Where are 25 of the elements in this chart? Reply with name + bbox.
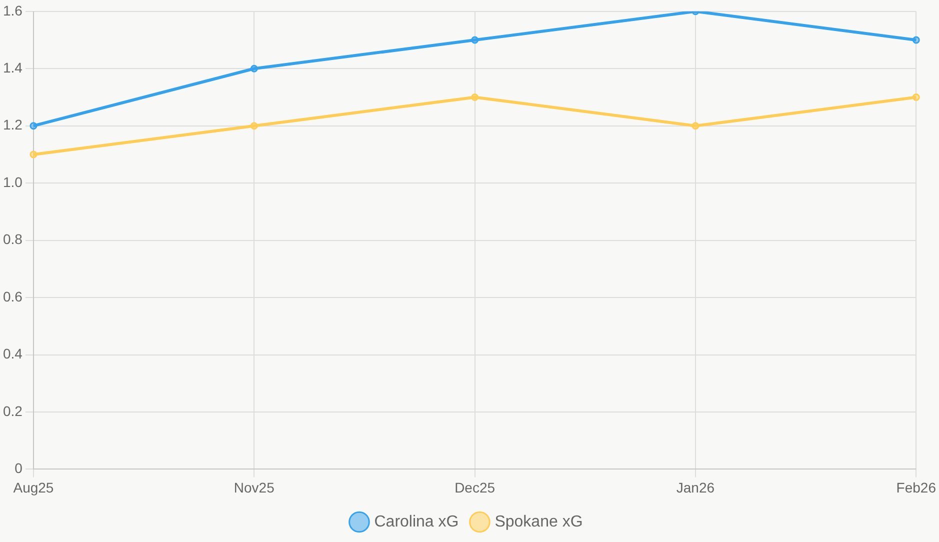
point [692, 122, 700, 130]
y-tick-label: 1.4 [2, 59, 23, 76]
point [250, 122, 258, 130]
y-tick-label: 0 [14, 460, 23, 476]
point [912, 93, 920, 101]
y-tick-label: 1.2 [2, 116, 23, 133]
y-tick-label: 0.8 [2, 231, 23, 248]
x-tick-label: Aug25 [13, 479, 54, 496]
y-tick-label: 1.6 [2, 2, 23, 18]
y-tick-label: 0.2 [2, 402, 23, 419]
y-tick-label: 0.6 [2, 288, 23, 304]
x-tick-label: Feb26 [896, 479, 936, 496]
y-tick-label: 0.4 [2, 346, 23, 362]
x-tick-label: Nov25 [234, 479, 275, 496]
point [471, 36, 479, 44]
point [471, 93, 479, 101]
x-tick-label: Jan26 [676, 479, 715, 496]
y-tick-label: 1.0 [2, 174, 23, 190]
x-tick-label: Dec25 [454, 479, 496, 496]
point [250, 64, 258, 72]
point [912, 36, 920, 44]
legend-label: Spokane xG [494, 513, 583, 530]
legend-label: Carolina xG [374, 513, 459, 530]
point [30, 122, 38, 130]
point [30, 150, 38, 158]
